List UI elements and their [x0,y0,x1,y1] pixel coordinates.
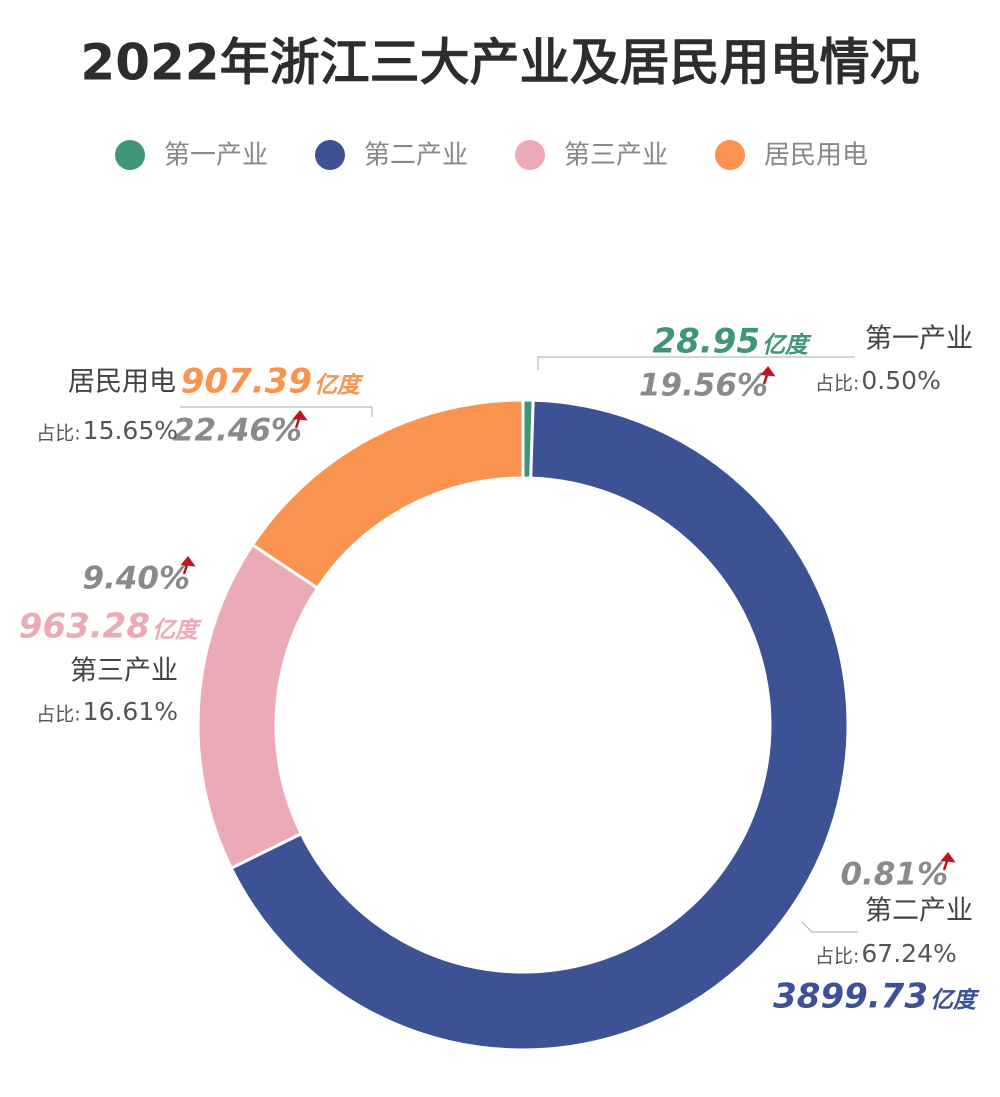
growth-label: 9.40% [82,561,190,597]
unit-label: 亿度 [762,333,812,359]
growth-arrow [940,851,956,871]
share-label: 0.50% [861,366,940,395]
growth-label: 22.46% [173,413,302,449]
donut-segment [250,398,525,591]
donut-segment [229,398,850,1052]
legend-marker [115,140,145,170]
legend-label: 居民用电 [764,141,868,171]
legend-label: 第三产业 [564,141,668,171]
category-label: 居民用电 [68,367,176,398]
share-prefix: 占比: [36,704,80,726]
legend-marker [315,140,345,170]
growth-arrow [180,555,196,575]
share-prefix: 占比: [815,373,859,395]
legend-marker [715,140,745,170]
growth-label: 19.56% [639,368,768,404]
category-label: 第二产业 [865,896,973,927]
leader-line [180,406,373,417]
legend-label: 第一产业 [164,141,268,171]
value-label: 28.95 [652,322,760,362]
unit-label: 亿度 [930,988,980,1014]
share-label: 16.61% [83,697,178,726]
share-prefix: 占比: [815,946,859,968]
unit-label: 亿度 [152,618,202,644]
share-prefix: 占比: [36,423,80,445]
growth-arrow [292,409,308,429]
growth-label: 0.81% [840,857,948,893]
leader-line [801,921,858,933]
value-label: 3899.73 [773,977,928,1017]
share-label: 15.65% [83,416,178,445]
legend-marker [515,140,545,170]
chart-title: 2022年浙江三大产业及居民用电情况 [80,34,919,92]
category-label: 第一产业 [865,324,973,355]
legend-label: 第二产业 [364,141,468,171]
category-label: 第三产业 [70,656,178,687]
unit-label: 亿度 [314,373,364,399]
donut-segment [196,542,320,871]
value-label: 907.39 [181,362,312,402]
growth-arrow [760,365,776,385]
value-label: 963.28 [19,607,150,647]
share-label: 67.24% [861,939,956,968]
leader-line [537,356,855,370]
